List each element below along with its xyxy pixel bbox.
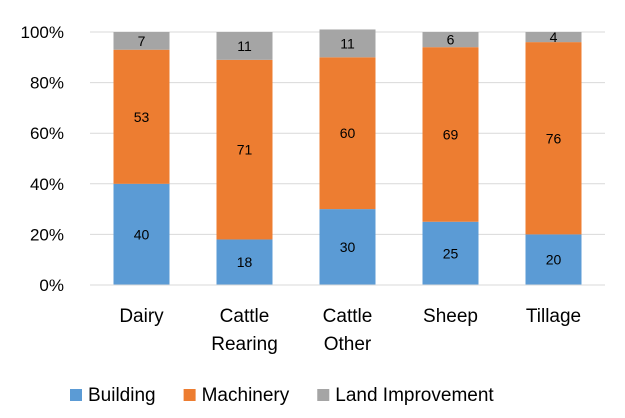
- data-label: 53: [134, 109, 150, 125]
- data-label: 60: [340, 125, 356, 141]
- legend-swatch: [183, 389, 196, 401]
- x-category-label: Sheep: [423, 306, 478, 327]
- x-category-label: Dairy: [119, 306, 164, 327]
- y-tick-label: 20%: [30, 225, 64, 244]
- bar-segment: [525, 234, 582, 285]
- legend-label: Land Improvement: [335, 385, 494, 406]
- bar-segment: [113, 183, 170, 285]
- data-label: 11: [340, 35, 355, 51]
- legend-label: Building: [88, 385, 156, 406]
- data-label: 71: [237, 142, 253, 158]
- bar-segment: [216, 239, 273, 285]
- data-label: 30: [340, 239, 356, 255]
- data-label: 40: [134, 226, 150, 242]
- bar-segment: [319, 29, 376, 58]
- bar-segment: [422, 32, 479, 48]
- y-axis: 0% 20% 40% 60% 80% 100%: [21, 23, 64, 295]
- data-label: 4: [550, 29, 558, 45]
- data-label: 18: [237, 254, 253, 270]
- data-label: 69: [443, 126, 459, 142]
- data-label: 11: [237, 38, 252, 54]
- bar-segment: [113, 49, 170, 184]
- x-category-label: Tillage: [526, 306, 581, 327]
- x-axis: Dairy Cattle Rearing Cattle Other Sheep Tillag…: [90, 284, 605, 355]
- bar-segment: [319, 209, 376, 285]
- y-tick-label: 80%: [30, 74, 64, 93]
- y-tick-label: 100%: [21, 23, 64, 42]
- bar-segment: [422, 47, 479, 222]
- y-tick-label: 40%: [30, 175, 64, 194]
- legend: Building Machinery Land Improvement: [70, 385, 494, 406]
- bar-segment: [216, 59, 273, 240]
- y-tick-label: 60%: [30, 124, 64, 143]
- bars: 40 53 7 18 71 11 30 60 11 25 69 6 20 76 4: [113, 29, 582, 285]
- bar-segment: [525, 42, 582, 235]
- data-label: 20: [546, 252, 562, 268]
- bar-segment: [319, 57, 376, 210]
- x-category-label: Cattle: [220, 306, 270, 327]
- data-label: 6: [447, 32, 455, 48]
- bar-segment: [422, 221, 479, 285]
- data-label: 7: [138, 33, 146, 49]
- bar-segment: [216, 32, 273, 60]
- bar-segment: [525, 32, 582, 43]
- x-category-label: Cattle: [323, 306, 373, 327]
- data-label: 76: [546, 130, 562, 146]
- legend-swatch: [317, 389, 330, 401]
- x-category-label: Rearing: [211, 334, 278, 355]
- bar-segment: [113, 32, 170, 50]
- x-category-label: Other: [324, 334, 372, 355]
- data-label: 25: [443, 245, 459, 261]
- legend-label: Machinery: [202, 385, 290, 406]
- y-tick-label: 0%: [39, 276, 64, 295]
- legend-swatch: [70, 389, 82, 401]
